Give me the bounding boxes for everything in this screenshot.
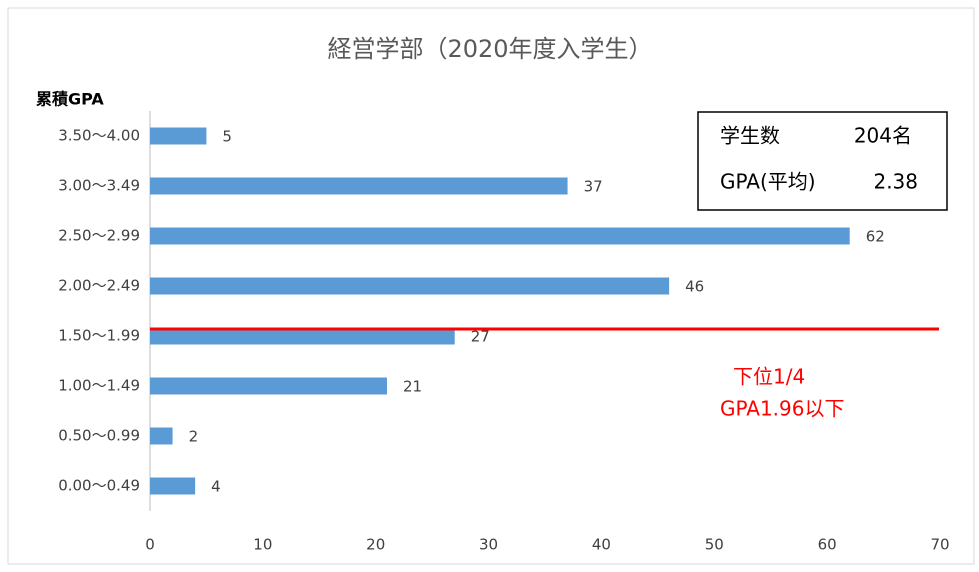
y-tick-label: 0.50〜0.99 xyxy=(58,427,140,445)
y-tick-label: 2.00〜2.49 xyxy=(58,277,140,295)
value-label: 5 xyxy=(222,128,232,146)
bar xyxy=(150,327,455,345)
x-tick-label: 50 xyxy=(705,536,724,554)
info-box xyxy=(697,111,948,211)
value-label: 37 xyxy=(584,178,603,196)
info-label: 学生数 xyxy=(720,124,780,148)
x-tick-label: 20 xyxy=(366,536,385,554)
bar xyxy=(150,127,207,145)
x-tick-label: 70 xyxy=(930,536,949,554)
y-tick-label: 3.50〜4.00 xyxy=(58,127,140,145)
annotation: GPA1.96以下 xyxy=(720,397,845,421)
y-tick-label: 1.00〜1.49 xyxy=(58,377,140,395)
bar xyxy=(150,377,387,395)
info-value: 2.38 xyxy=(873,170,918,194)
value-label: 62 xyxy=(866,228,885,246)
x-tick-label: 30 xyxy=(479,536,498,554)
annotation: 下位1/4 xyxy=(733,365,805,389)
value-label: 4 xyxy=(211,478,221,496)
x-tick-label: 60 xyxy=(818,536,837,554)
bar xyxy=(150,227,850,245)
value-label: 21 xyxy=(403,378,422,396)
value-label: 46 xyxy=(685,278,704,296)
y-tick-label: 1.50〜1.99 xyxy=(58,327,140,345)
x-tick-label: 0 xyxy=(145,536,155,554)
bar xyxy=(150,477,196,495)
info-label: GPA(平均) xyxy=(720,170,816,194)
bar xyxy=(150,177,568,195)
y-tick-label: 0.00〜0.49 xyxy=(58,477,140,495)
y-tick-label: 3.00〜3.49 xyxy=(58,177,140,195)
value-label: 2 xyxy=(189,428,199,446)
info-value: 204名 xyxy=(854,124,912,148)
x-tick-label: 10 xyxy=(253,536,272,554)
x-tick-label: 40 xyxy=(592,536,611,554)
chart-title: 経営学部（2020年度入学生） xyxy=(327,35,652,63)
value-label: 27 xyxy=(471,328,490,346)
y-axis-label: 累積GPA xyxy=(36,90,104,109)
bar xyxy=(150,427,173,445)
bar xyxy=(150,277,670,295)
y-tick-label: 2.50〜2.99 xyxy=(58,227,140,245)
